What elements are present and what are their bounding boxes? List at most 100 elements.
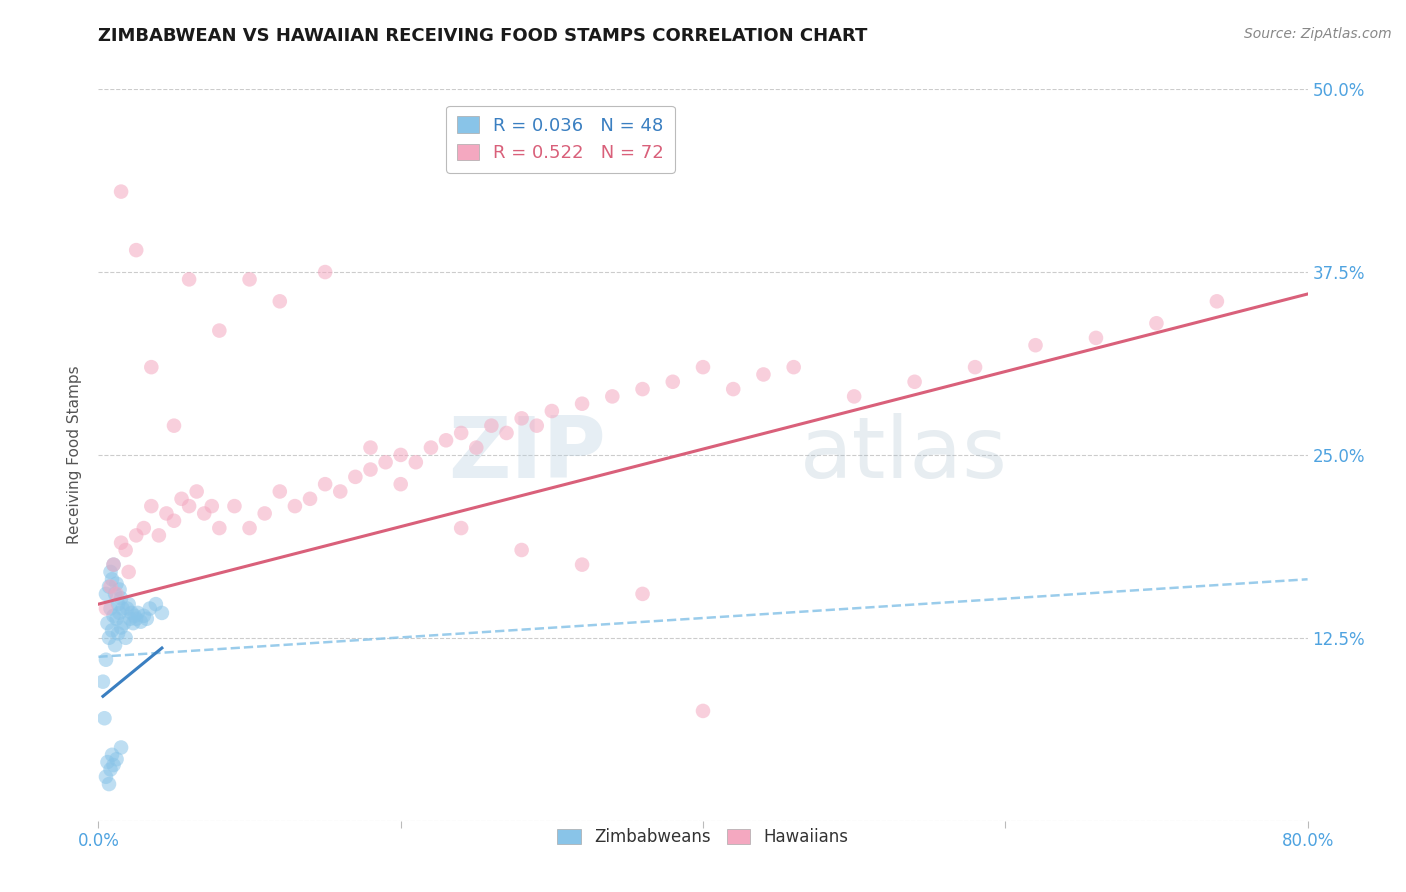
Point — [526, 418, 548, 433]
Point — [314, 265, 336, 279]
Point — [170, 491, 193, 506]
Point — [98, 631, 121, 645]
Point — [631, 587, 654, 601]
Point — [100, 565, 122, 579]
Point — [571, 558, 593, 572]
Point — [163, 514, 186, 528]
Point — [1144, 316, 1167, 330]
Point — [150, 606, 173, 620]
Point — [103, 608, 125, 623]
Point — [103, 558, 125, 572]
Point — [540, 404, 562, 418]
Point — [148, 528, 170, 542]
Point — [100, 601, 122, 615]
Point — [127, 606, 149, 620]
Point — [510, 543, 533, 558]
Point — [314, 477, 336, 491]
Legend: Zimbabweans, Hawaiians: Zimbabweans, Hawaiians — [551, 822, 855, 853]
Point — [101, 747, 124, 762]
Point — [239, 521, 262, 535]
Point — [602, 389, 624, 403]
Point — [661, 375, 683, 389]
Point — [844, 389, 866, 403]
Text: Source: ZipAtlas.com: Source: ZipAtlas.com — [1244, 27, 1392, 41]
Point — [96, 616, 118, 631]
Point — [510, 411, 533, 425]
Point — [122, 616, 145, 631]
Point — [110, 740, 132, 755]
Point — [752, 368, 775, 382]
Point — [465, 441, 488, 455]
Point — [98, 777, 121, 791]
Point — [94, 770, 117, 784]
Point — [103, 758, 125, 772]
Point — [100, 763, 122, 777]
Point — [201, 499, 224, 513]
Point — [692, 704, 714, 718]
Point — [96, 755, 118, 769]
Point — [269, 484, 291, 499]
Point — [692, 360, 714, 375]
Point — [450, 425, 472, 440]
Point — [329, 484, 352, 499]
Text: ZIP: ZIP — [449, 413, 606, 497]
Point — [129, 615, 152, 629]
Point — [104, 638, 127, 652]
Point — [360, 462, 382, 476]
Point — [110, 185, 132, 199]
Point — [783, 360, 806, 375]
Point — [450, 521, 472, 535]
Point — [118, 597, 141, 611]
Point — [101, 624, 124, 638]
Point — [389, 477, 412, 491]
Point — [132, 521, 155, 535]
Point — [114, 631, 136, 645]
Point — [193, 507, 215, 521]
Point — [118, 565, 141, 579]
Point — [91, 674, 114, 689]
Point — [1024, 338, 1046, 352]
Point — [141, 360, 163, 375]
Point — [179, 272, 201, 286]
Point — [93, 711, 115, 725]
Point — [1206, 294, 1229, 309]
Point — [135, 612, 157, 626]
Point — [110, 535, 132, 549]
Point — [163, 418, 186, 433]
Point — [269, 294, 291, 309]
Point — [253, 507, 276, 521]
Point — [107, 626, 129, 640]
Point — [299, 491, 322, 506]
Point — [108, 582, 131, 597]
Point — [98, 580, 121, 594]
Point — [125, 243, 148, 257]
Point — [571, 397, 593, 411]
Point — [105, 612, 128, 626]
Point — [405, 455, 427, 469]
Point — [344, 470, 367, 484]
Point — [224, 499, 246, 513]
Point — [186, 484, 208, 499]
Point — [115, 601, 138, 615]
Point — [105, 587, 128, 601]
Point — [121, 606, 143, 620]
Point — [112, 616, 135, 631]
Point — [420, 441, 443, 455]
Point — [132, 608, 155, 623]
Point — [631, 382, 654, 396]
Point — [110, 621, 132, 635]
Point — [481, 418, 503, 433]
Point — [208, 324, 231, 338]
Point — [141, 499, 163, 513]
Point — [103, 558, 125, 572]
Text: ZIMBABWEAN VS HAWAIIAN RECEIVING FOOD STAMPS CORRELATION CHART: ZIMBABWEAN VS HAWAIIAN RECEIVING FOOD ST… — [98, 27, 868, 45]
Point — [114, 543, 136, 558]
Point — [104, 587, 127, 601]
Point — [965, 360, 987, 375]
Text: atlas: atlas — [800, 413, 1008, 497]
Point — [434, 434, 457, 448]
Point — [208, 521, 231, 535]
Point — [389, 448, 412, 462]
Point — [100, 580, 122, 594]
Point — [723, 382, 745, 396]
